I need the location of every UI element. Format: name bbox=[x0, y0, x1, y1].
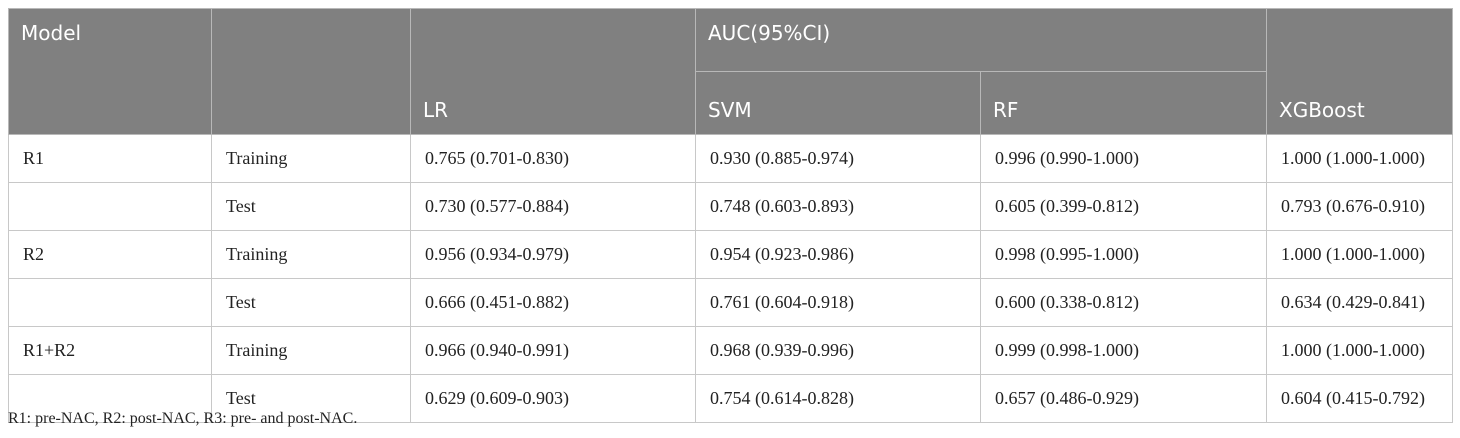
cell: 0.761 (0.604-0.918) bbox=[695, 278, 981, 327]
cell bbox=[8, 278, 212, 327]
header-cell: Model bbox=[8, 8, 212, 135]
cell: 0.930 (0.885-0.974) bbox=[695, 134, 981, 183]
cell: Test bbox=[211, 278, 411, 327]
cell: 0.666 (0.451-0.882) bbox=[410, 278, 696, 327]
header-cell: LR bbox=[410, 8, 696, 135]
cell: Test bbox=[211, 182, 411, 231]
cell: Test bbox=[211, 374, 411, 423]
footnote: R1: pre-NAC, R2: post-NAC, R3: pre- and … bbox=[8, 410, 358, 427]
cell: 0.604 (0.415-0.792) bbox=[1266, 374, 1453, 423]
cell: Training bbox=[211, 134, 411, 183]
header-cell: AUC(95%CI) bbox=[695, 8, 1267, 72]
cell: 1.000 (1.000-1.000) bbox=[1266, 134, 1453, 183]
cell: 0.629 (0.609-0.903) bbox=[410, 374, 696, 423]
cell: 0.793 (0.676-0.910) bbox=[1266, 182, 1453, 231]
header-cell: XGBoost bbox=[1266, 8, 1453, 135]
cell bbox=[8, 182, 212, 231]
cell: 0.754 (0.614-0.828) bbox=[695, 374, 981, 423]
cell: 0.999 (0.998-1.000) bbox=[980, 326, 1267, 375]
cell: 1.000 (1.000-1.000) bbox=[1266, 230, 1453, 279]
cell: 0.600 (0.338-0.812) bbox=[980, 278, 1267, 327]
cell: 0.634 (0.429-0.841) bbox=[1266, 278, 1453, 327]
header-cell: RF bbox=[980, 71, 1267, 135]
row: R1+R2 Training 0.966 (0.940-0.991) 0.968 (0… bbox=[8, 326, 1453, 375]
row: Test 0.666 (0.451-0.882) 0.761 (0.604-0.91… bbox=[8, 278, 1453, 327]
cell: R1+R2 bbox=[8, 326, 212, 375]
header-cell bbox=[211, 8, 411, 135]
cell: 0.968 (0.939-0.996) bbox=[695, 326, 981, 375]
table-container: Model LR AUC(95%CI) XGBoost SVM RF R1 Tra… bbox=[8, 8, 1453, 423]
cell: 0.657 (0.486-0.929) bbox=[980, 374, 1267, 423]
row: Test 0.730 (0.577-0.884) 0.748 (0.603-0.89… bbox=[8, 182, 1453, 231]
cell: 0.954 (0.923-0.986) bbox=[695, 230, 981, 279]
cell: R2 bbox=[8, 230, 212, 279]
cell: 1.000 (1.000-1.000) bbox=[1266, 326, 1453, 375]
cell: 0.765 (0.701-0.830) bbox=[410, 134, 696, 183]
row: R1 Training 0.765 (0.701-0.830) 0.930 (0.88… bbox=[8, 134, 1453, 183]
cell bbox=[8, 374, 212, 423]
cell: 0.956 (0.934-0.979) bbox=[410, 230, 696, 279]
cell: Training bbox=[211, 230, 411, 279]
cell: 0.605 (0.399-0.812) bbox=[980, 182, 1267, 231]
cell: 0.998 (0.995-1.000) bbox=[980, 230, 1267, 279]
cell: 0.748 (0.603-0.893) bbox=[695, 182, 981, 231]
row: Test 0.629 (0.609-0.903) 0.754 (0.614-0.82… bbox=[8, 374, 1453, 423]
cell: Training bbox=[211, 326, 411, 375]
header-cell: SVM bbox=[695, 71, 981, 135]
cell: 0.730 (0.577-0.884) bbox=[410, 182, 696, 231]
cell: 0.966 (0.940-0.991) bbox=[410, 326, 696, 375]
auc-table: Model LR AUC(95%CI) XGBoost SVM RF R1 Tra… bbox=[8, 8, 1453, 423]
cell: 0.996 (0.990-1.000) bbox=[980, 134, 1267, 183]
cell: R1 bbox=[8, 134, 212, 183]
row: R2 Training 0.956 (0.934-0.979) 0.954 (0.92… bbox=[8, 230, 1453, 279]
